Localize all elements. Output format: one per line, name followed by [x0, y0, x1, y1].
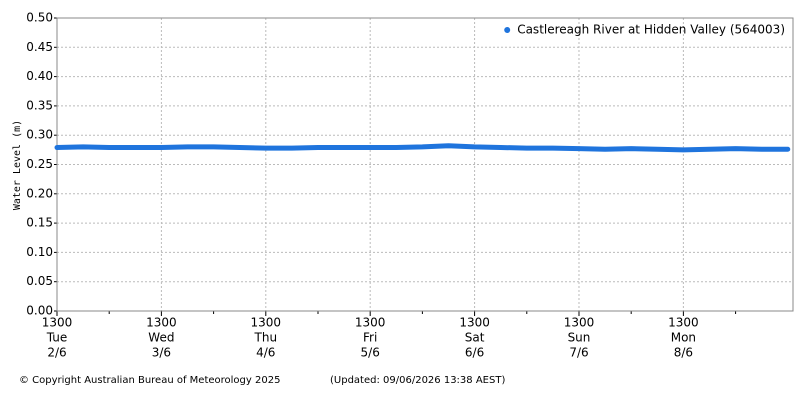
y-tick-label: 0.15 — [26, 216, 53, 230]
x-tick-label: 1300 — [42, 316, 73, 330]
x-tick-date: 8/6 — [674, 346, 693, 360]
x-tick-day: Wed — [148, 331, 174, 345]
x-tick-day: Thu — [254, 331, 278, 345]
x-tick-day: Sat — [465, 331, 485, 345]
x-tick-date: 6/6 — [465, 346, 484, 360]
y-tick-label: 0.45 — [26, 40, 53, 54]
x-tick-date: 4/6 — [256, 346, 275, 360]
x-tick-label: 1300 — [459, 316, 490, 330]
x-tick-date: 5/6 — [361, 346, 380, 360]
x-tick-label: 1300 — [146, 316, 177, 330]
y-tick-label: 0.25 — [26, 157, 53, 171]
x-tick-label: 1300 — [668, 316, 699, 330]
y-tick-label: 0.40 — [26, 69, 53, 83]
x-tick-day: Tue — [46, 331, 68, 345]
x-tick-date: 3/6 — [152, 346, 171, 360]
x-tick-day: Mon — [671, 331, 696, 345]
x-tick-label: 1300 — [355, 316, 386, 330]
x-tick-date: 7/6 — [569, 346, 588, 360]
legend-label: Castlereagh River at Hidden Valley (5640… — [517, 23, 785, 37]
copyright: © Copyright Australian Bureau of Meteoro… — [19, 375, 280, 386]
y-tick-label: 0.10 — [26, 245, 53, 259]
x-tick-day: Fri — [363, 331, 377, 345]
y-tick-label: 0.20 — [26, 186, 53, 200]
y-tick-label: 0.30 — [26, 128, 53, 142]
y-tick-label: 0.00 — [26, 304, 53, 318]
y-tick-label: 0.35 — [26, 98, 53, 112]
y-axis-label: Water Level (m) — [12, 120, 23, 210]
x-tick-label: 1300 — [564, 316, 595, 330]
series-line — [54, 143, 791, 153]
x-tick-date: 2/6 — [47, 346, 66, 360]
y-tick-label: 0.50 — [26, 11, 53, 25]
x-tick-label: 1300 — [251, 316, 282, 330]
legend-marker — [504, 27, 511, 33]
y-tick-label: 0.05 — [26, 274, 53, 288]
plot-frame — [56, 17, 794, 312]
updated: (Updated: 09/06/2026 13:38 AEST) — [330, 375, 505, 386]
x-tick-day: Sun — [568, 331, 591, 345]
